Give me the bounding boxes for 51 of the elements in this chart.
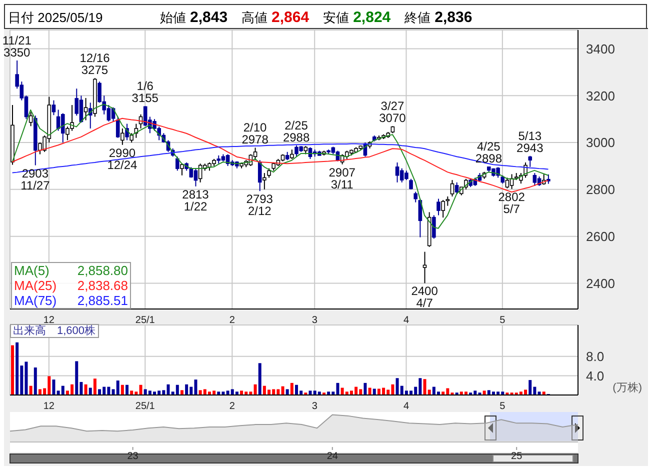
annotation: 2/10 2978 <box>242 120 269 147</box>
y-tick-label: 4.0 <box>586 368 604 384</box>
y-tick-label: 3000 <box>586 135 615 150</box>
text: MA(25) <box>14 278 57 293</box>
annotation: 2907 3/11 <box>328 165 356 192</box>
x-tick-label: 3 <box>312 315 318 326</box>
x-tick-label: 5 <box>500 401 506 412</box>
x-tick-label: 25/1 <box>135 401 156 412</box>
annotation: 2990 12/24 <box>107 146 138 172</box>
x-tick-label: 23 <box>127 451 139 462</box>
x-tick-label: 25 <box>511 451 523 462</box>
y-tick-label: 8.0 <box>586 348 604 364</box>
annotation: 1/6 3155 <box>132 79 159 106</box>
x-tick-label: 4 <box>403 315 410 326</box>
annotation: 2813 1/22 <box>182 187 210 214</box>
text: 終値 2,836 <box>404 9 472 26</box>
x-tick-label: 2 <box>229 401 236 412</box>
x-tick-label: 12 <box>43 401 55 412</box>
x-tick-label: 24 <box>326 451 338 462</box>
y-tick-label: 2600 <box>586 228 615 244</box>
y-tick-label: 2400 <box>586 276 615 291</box>
annotation: 2,838.68 <box>77 278 128 293</box>
text: 高値 2,864 <box>242 9 310 26</box>
text: 始値 2,843 <box>160 9 228 26</box>
annotation: 4/25 2898 <box>475 139 502 166</box>
annotation: 2/25 2988 <box>282 118 310 144</box>
annotation: 2793 2/12 <box>246 192 274 218</box>
annotation: 2903 11/27 <box>20 166 50 192</box>
y-tick-label: 3400 <box>586 41 615 56</box>
y-tick-label: 3200 <box>586 88 615 104</box>
annotation: 5/13 2943 <box>516 128 544 155</box>
x-tick-label: 25/1 <box>135 315 156 326</box>
y-tick-label: 2800 <box>586 182 615 198</box>
annotation: 11/21 3350 <box>2 33 32 60</box>
text: MA(75) <box>14 293 57 308</box>
x-tick-label: 3 <box>312 401 318 412</box>
text: MA(5) <box>14 263 50 278</box>
annotation: 2,885.51 <box>77 293 128 308</box>
annotation: 2400 4/7 <box>411 284 438 310</box>
text: 安値 2,824 <box>323 9 391 26</box>
annotation: 12/16 3275 <box>80 51 110 78</box>
chart-title: 出来高 1,600株 <box>10 324 99 338</box>
chart-title: 日付 2025/05/19 <box>8 9 104 27</box>
x-tick-label: 5 <box>500 315 506 326</box>
annotation: 2,858.80 <box>77 263 128 278</box>
y-axis-title: (万株) <box>612 381 642 395</box>
annotation: 2802 5/7 <box>498 190 526 216</box>
x-tick-label: 12 <box>43 315 55 326</box>
x-tick-label: 2 <box>229 315 236 326</box>
annotation: 3/27 3070 <box>379 99 406 126</box>
x-tick-label: 4 <box>403 401 410 412</box>
